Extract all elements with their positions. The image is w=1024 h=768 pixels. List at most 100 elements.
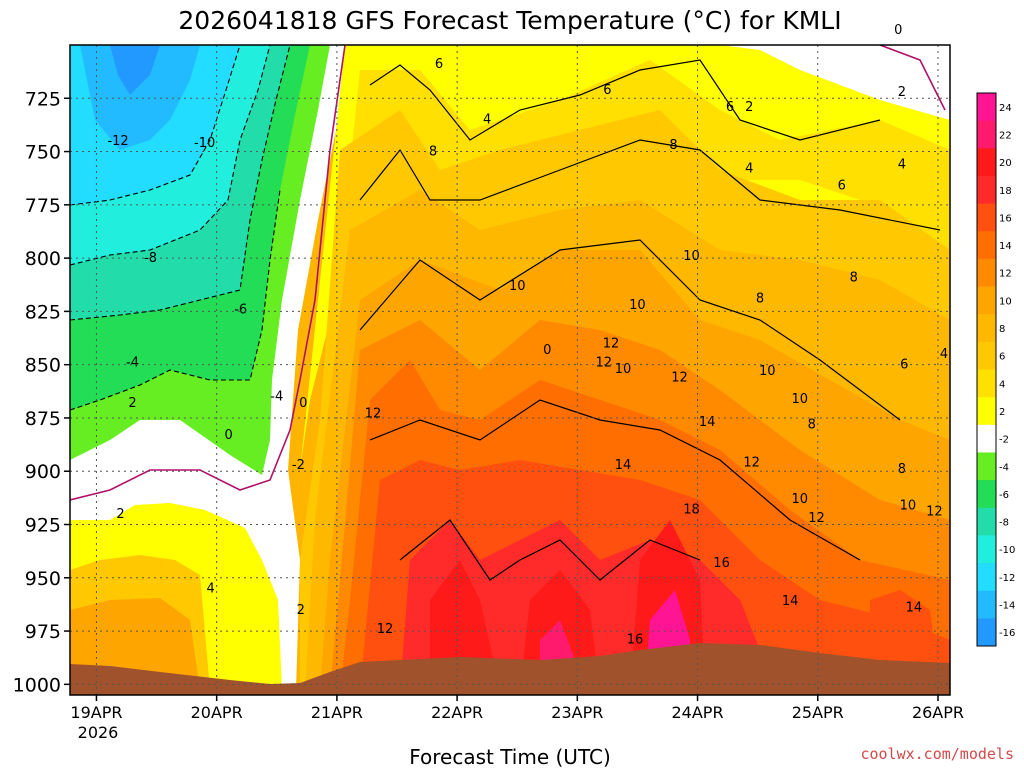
terrain-shading	[70, 643, 950, 695]
y-tick-label: 925	[25, 515, 61, 537]
colorbar-label: 20	[999, 158, 1012, 169]
x-axis-label: Forecast Time (UTC)	[409, 745, 611, 768]
colorbar-label: 14	[999, 241, 1012, 252]
colorbar-label: -10	[999, 545, 1015, 556]
contour-label: 18	[683, 503, 700, 518]
colorbar-swatch	[977, 369, 996, 398]
contour-label: 4	[207, 581, 215, 596]
contour-label: -6	[234, 302, 247, 317]
contour-label: 8	[429, 145, 437, 160]
colorbar-swatch	[977, 231, 996, 260]
contour-label: -12	[107, 134, 128, 149]
credit-link[interactable]: coolwx.com/models	[860, 745, 1014, 763]
contour-label: 12	[808, 511, 825, 526]
x-axis: 19APR 20APR 21APR 22APR 23APR 24APR 25APR 26APR	[70, 695, 964, 722]
colorbar-swatch	[977, 590, 996, 619]
contour-label: 8	[898, 462, 906, 477]
contour-label: -4	[270, 390, 283, 405]
contour-lines	[359, 59, 941, 581]
colorbar-label: -2	[999, 435, 1009, 446]
contour-label: 2	[898, 85, 906, 100]
colorbar-label: 18	[999, 186, 1012, 197]
colorbar-swatch	[977, 618, 996, 647]
colorbar-label: 22	[999, 130, 1012, 141]
colorbar-label: -6	[999, 490, 1009, 501]
contour-label: 14	[782, 594, 799, 609]
contour-label: 2	[297, 603, 305, 618]
contour-label: 8	[850, 270, 858, 285]
contour-label: 10	[759, 364, 776, 379]
chart-title: 2026041818 GFS Forecast Temperature (°C)…	[178, 6, 841, 35]
colorbar-swatch	[977, 175, 996, 205]
y-tick-label: 850	[25, 355, 61, 377]
contour-label: 12	[595, 356, 612, 371]
contour-label: 12	[377, 622, 394, 637]
y-tick-label: 975	[25, 621, 61, 643]
contour-label: 8	[669, 138, 677, 153]
contour-label: 6	[603, 83, 611, 98]
contour-label: 8	[808, 417, 816, 432]
colorbar-swatch	[977, 258, 996, 288]
x-tick-label: 22APR	[431, 703, 483, 722]
contour-label: -10	[194, 136, 215, 151]
colorbar-label: -8	[999, 518, 1009, 529]
x-tick-label: 24APR	[672, 703, 724, 722]
colorbar-swatch	[977, 203, 996, 232]
colorbar-label: 12	[999, 269, 1012, 280]
y-tick-label: 950	[25, 568, 61, 590]
y-tick-label: 900	[25, 461, 61, 483]
contour-label: 6	[435, 57, 443, 72]
colorbar-swatch	[977, 93, 996, 122]
colorbar-swatch	[977, 120, 996, 149]
contour-label: 4	[940, 347, 948, 362]
colorbar-label: -4	[999, 462, 1009, 473]
contour-label: 8	[756, 292, 764, 307]
zero-isotherm	[70, 45, 346, 501]
contour-label: 12	[743, 456, 760, 471]
y-axis: 725 750 775 800 825 850 875 900 925 950 975 1000	[13, 88, 70, 696]
contour-label: 0	[543, 343, 551, 358]
colorbar-swatch	[977, 563, 996, 592]
colorbar-label: 4	[999, 379, 1005, 390]
y-tick-label: 800	[25, 248, 61, 270]
contour-label: 14	[615, 458, 632, 473]
colorbar: 24 22 20 18 16 14 12 10 8 6 4 2 -2 -4 -6 -8 -10 -12 -14 -16	[976, 92, 1015, 647]
y-tick-label: 750	[25, 142, 61, 164]
contour-label: 14	[699, 415, 716, 430]
contour-label: 0	[225, 428, 233, 443]
contour-label: 12	[926, 505, 943, 520]
contour-label: 10	[791, 392, 808, 407]
negative-contours	[70, 45, 291, 411]
contour-label: 12	[603, 336, 620, 351]
contour-label: 16	[713, 556, 730, 571]
contour-label: -2	[292, 458, 305, 473]
y-tick-label: 825	[25, 301, 61, 323]
colorbar-frame	[976, 92, 997, 647]
contour-label: 4	[745, 162, 753, 177]
contour-label: 12	[365, 407, 382, 422]
x-tick-label: 20APR	[191, 703, 243, 722]
contour-label: 16	[627, 633, 644, 648]
contour-label: 10	[629, 298, 646, 313]
colorbar-label: 10	[999, 296, 1012, 307]
colorbar-label: 2	[999, 407, 1005, 418]
contour-label: 2	[745, 100, 753, 115]
colorbar-swatch	[977, 148, 996, 177]
x-tick-label: 25APR	[792, 703, 844, 722]
y-tick-label: 725	[25, 88, 61, 110]
colorbar-swatch	[977, 286, 996, 315]
contour-label: 10	[791, 492, 808, 507]
colorbar-swatch	[977, 535, 996, 564]
colorbar-swatch	[977, 314, 996, 343]
x-tick-label: 21APR	[311, 703, 363, 722]
colorbar-swatch	[977, 507, 996, 536]
contour-label: 4	[898, 157, 906, 172]
contour-label: 0	[894, 23, 902, 38]
colorbar-swatch	[977, 480, 996, 509]
contour-label: 2	[128, 396, 136, 411]
y-tick-label: 775	[25, 195, 61, 217]
colorbar-label: 16	[999, 213, 1012, 224]
contour-label: 10	[683, 249, 700, 264]
